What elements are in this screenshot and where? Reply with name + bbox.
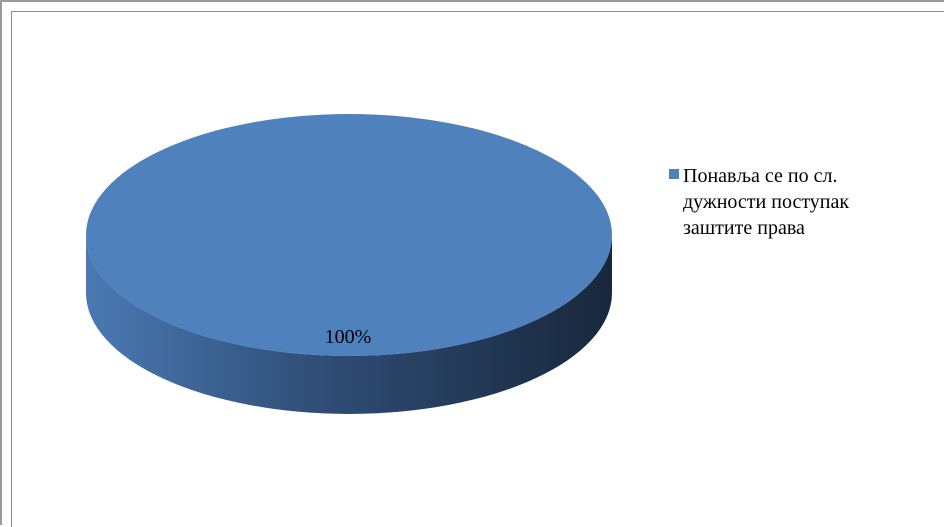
- pie-slice-side: [86, 235, 612, 414]
- data-label: 100%: [325, 326, 372, 348]
- legend-swatch: [669, 169, 679, 179]
- legend-item: Понавља се по сл. дужности поступак зашт…: [669, 163, 909, 241]
- legend-label: Понавља се по сл. дужности поступак зашт…: [683, 165, 850, 239]
- legend: Понавља се по сл. дужности поступак зашт…: [669, 163, 909, 241]
- pie-slice: [86, 114, 612, 356]
